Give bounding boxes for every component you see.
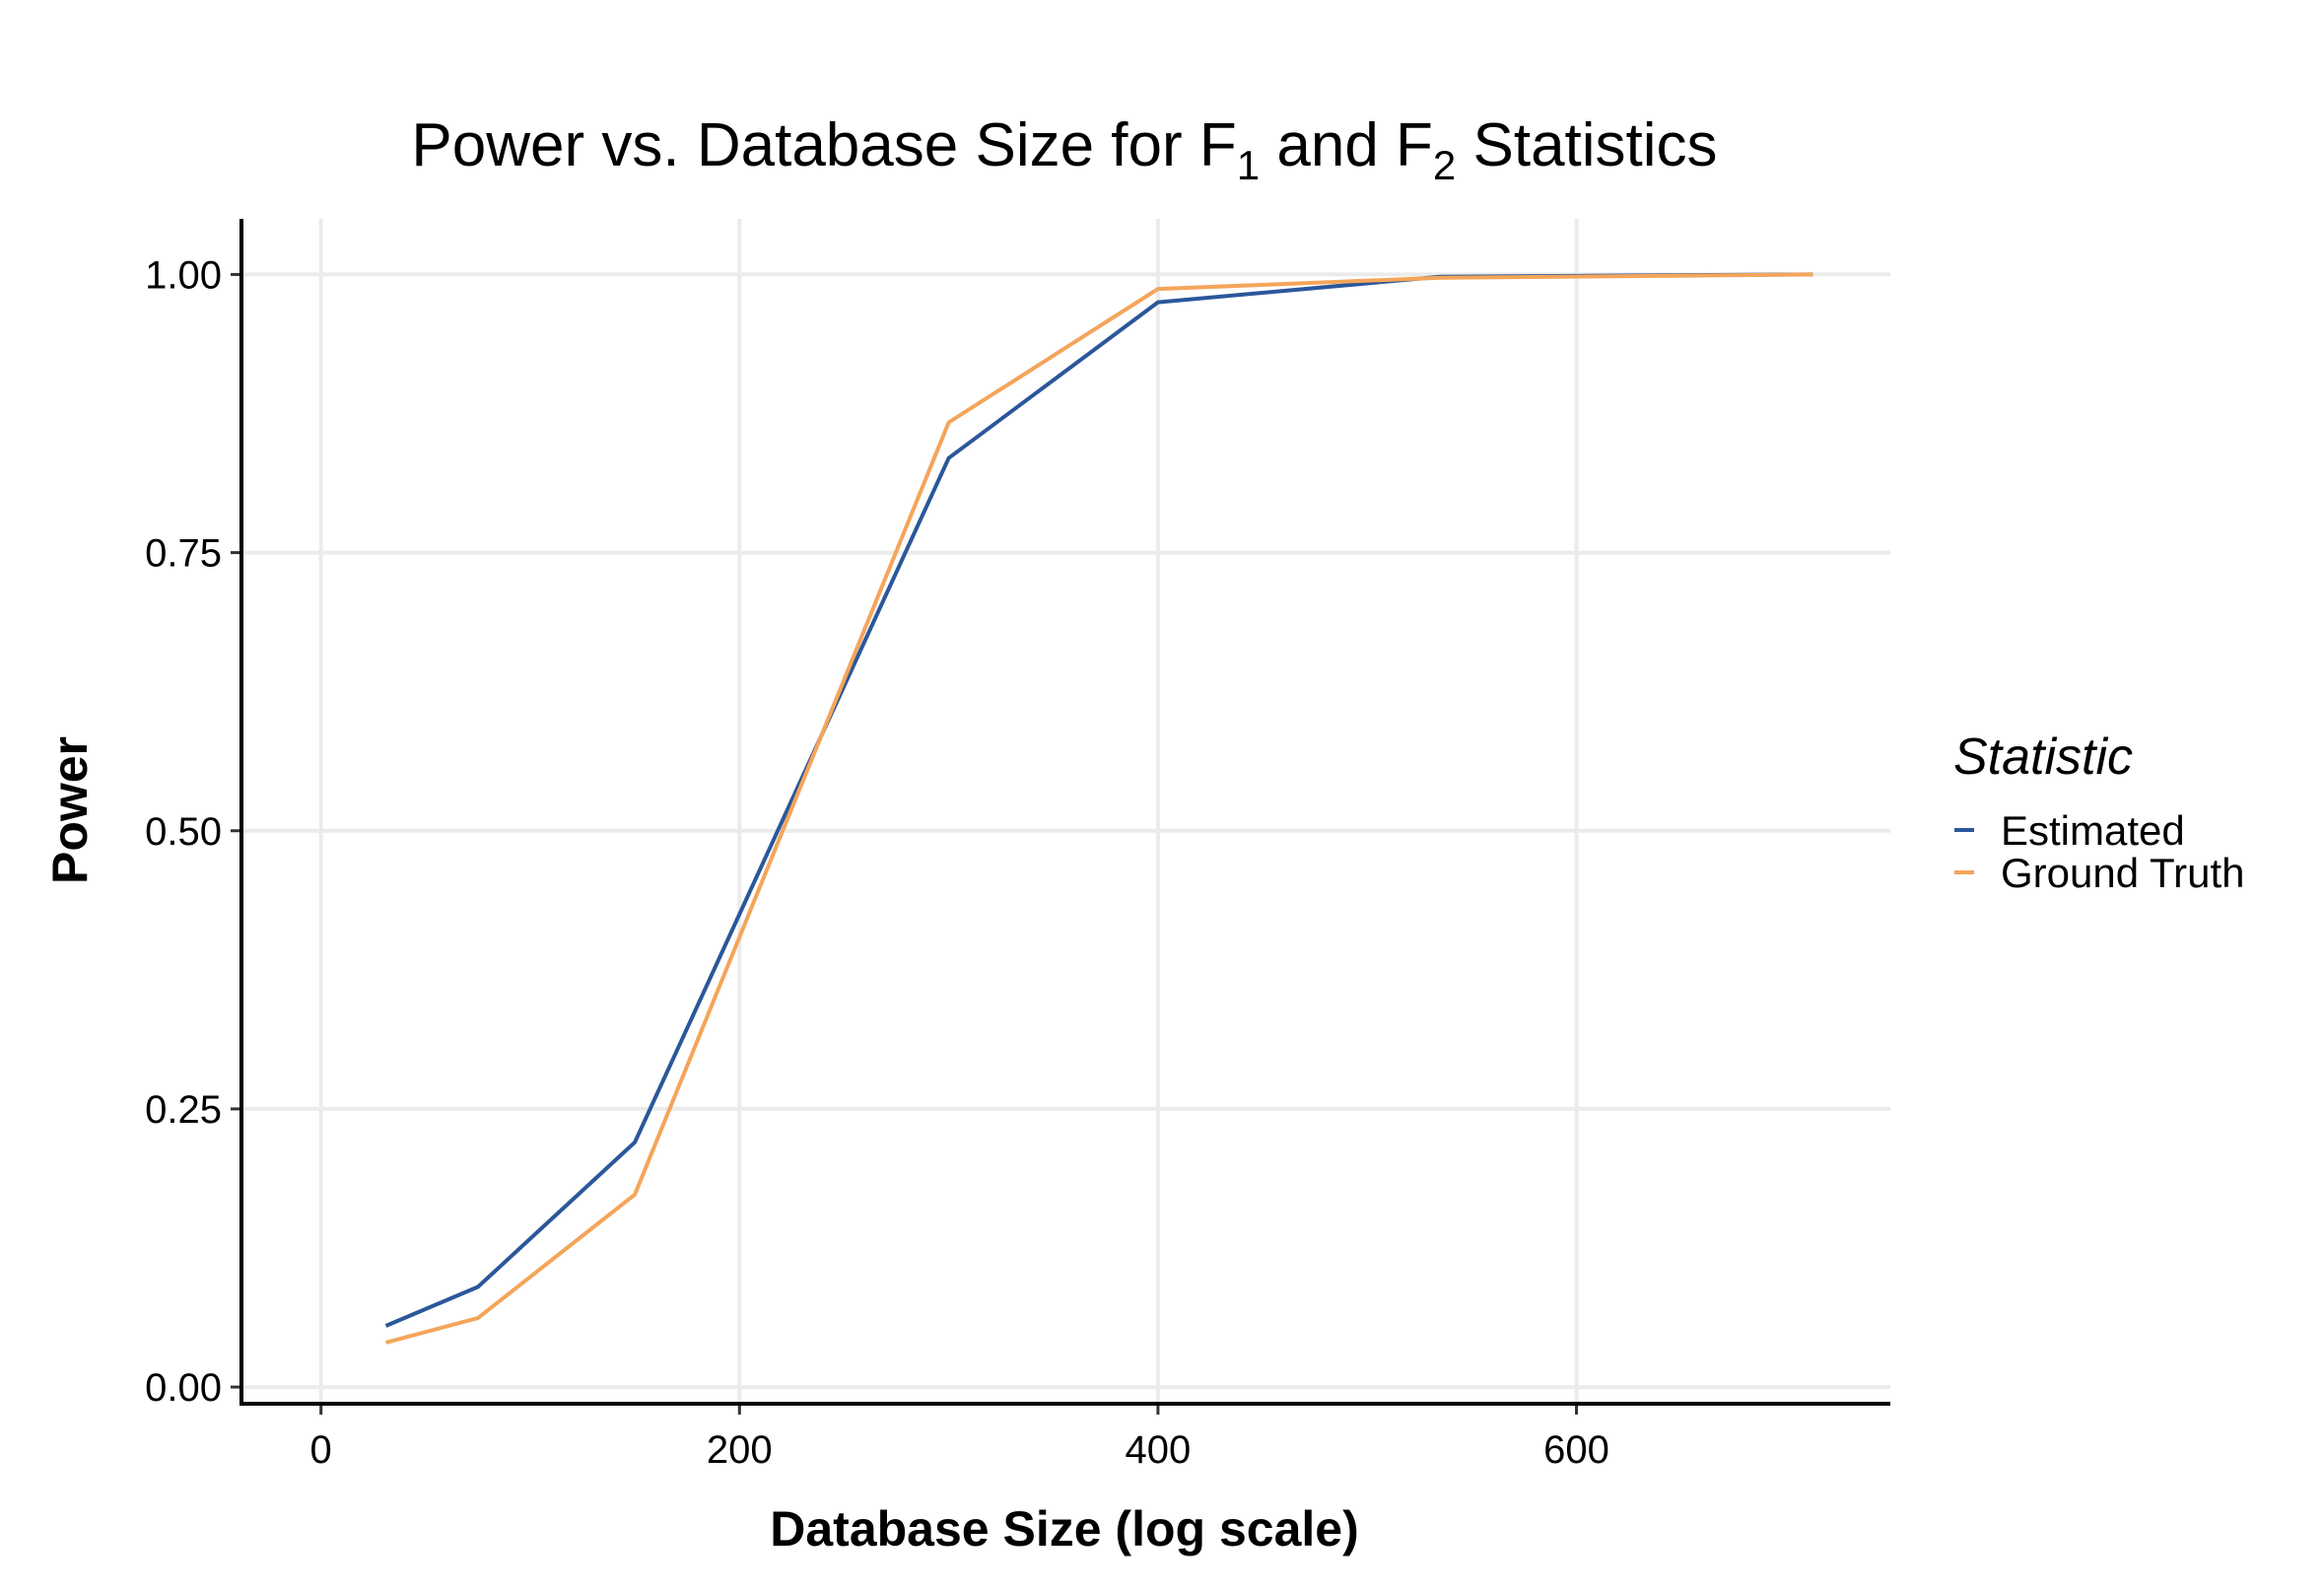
legend-label-1: Ground Truth [2001, 850, 2244, 896]
y-tick-label: 0.00 [145, 1366, 222, 1410]
series-layer [384, 272, 1813, 1345]
y-tick-label: 0.25 [145, 1088, 222, 1132]
y-axis-title: Power [42, 736, 98, 884]
legend-label-0: Estimated [2001, 807, 2185, 854]
x-tick-label: 0 [310, 1428, 332, 1472]
x-tick-label: 600 [1543, 1428, 1609, 1472]
y-tick-label: 1.00 [145, 253, 222, 297]
x-tick-label: 200 [707, 1428, 773, 1472]
series-line-1 [384, 272, 1813, 1345]
x-axis-title: Database Size (log scale) [770, 1501, 1358, 1557]
y-tick-label: 0.50 [145, 810, 222, 854]
chart-title: Power vs. Database Size for F1 and F2 St… [411, 111, 1717, 188]
legend-title: Statistic [1953, 728, 2133, 786]
series-line-0 [384, 272, 1813, 1328]
y-tick-label: 0.75 [145, 532, 222, 576]
axis-layer: 0 200 400 600 0.00 0.25 0.50 0.75 1.00 [145, 219, 1890, 1472]
grid-layer [241, 219, 1890, 1404]
x-tick-label: 400 [1126, 1428, 1192, 1472]
